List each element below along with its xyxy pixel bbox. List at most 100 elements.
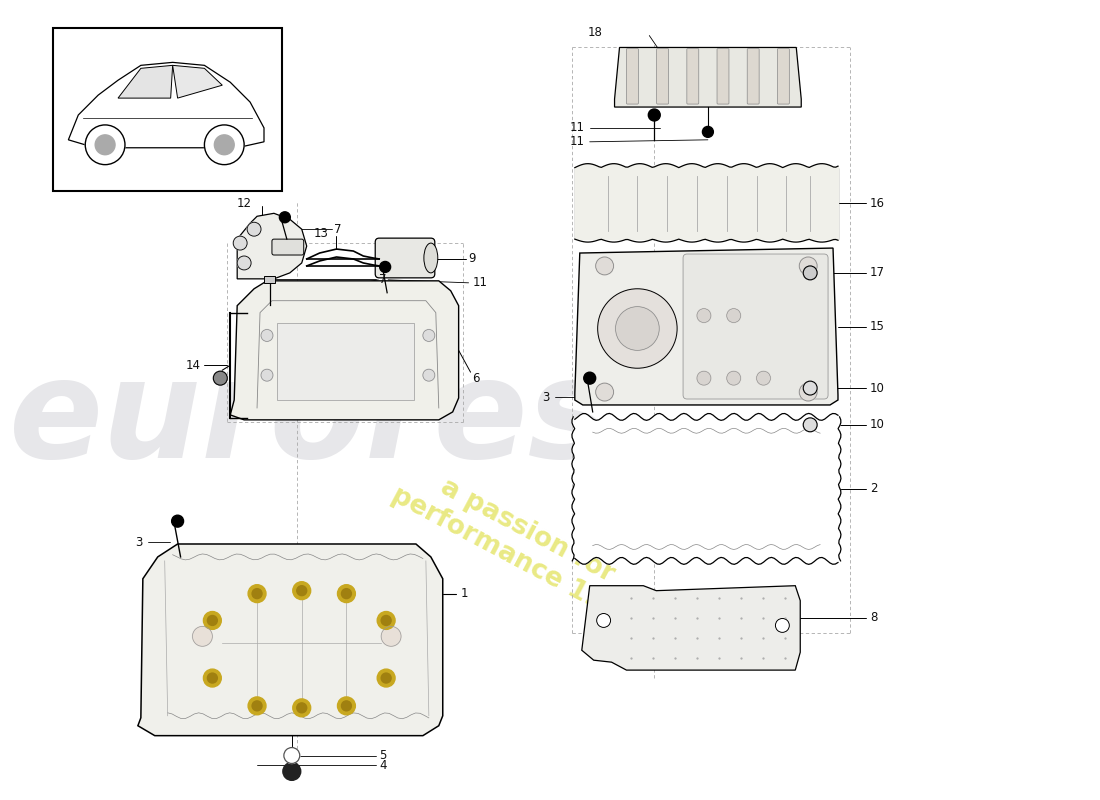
Polygon shape — [238, 214, 307, 279]
Polygon shape — [230, 281, 459, 420]
Circle shape — [597, 289, 678, 368]
Circle shape — [776, 618, 790, 632]
Text: eurores: eurores — [9, 352, 612, 487]
Circle shape — [382, 615, 392, 626]
FancyBboxPatch shape — [657, 49, 669, 104]
Circle shape — [261, 370, 273, 381]
Circle shape — [803, 381, 817, 395]
Circle shape — [596, 383, 614, 401]
Text: 14: 14 — [186, 358, 200, 372]
Text: 7: 7 — [379, 273, 387, 286]
Text: 16: 16 — [870, 197, 884, 210]
FancyBboxPatch shape — [747, 49, 759, 104]
Circle shape — [96, 135, 115, 154]
Circle shape — [800, 383, 817, 401]
FancyBboxPatch shape — [717, 49, 729, 104]
Circle shape — [204, 611, 221, 630]
Circle shape — [248, 222, 261, 236]
Circle shape — [297, 586, 307, 596]
Circle shape — [293, 582, 310, 600]
Text: 7: 7 — [333, 222, 341, 236]
Circle shape — [703, 126, 714, 138]
Circle shape — [422, 370, 435, 381]
Polygon shape — [138, 544, 442, 736]
Circle shape — [727, 371, 740, 385]
Text: 3: 3 — [135, 535, 143, 549]
Text: 15: 15 — [870, 320, 884, 333]
Circle shape — [284, 747, 299, 763]
Circle shape — [249, 697, 266, 714]
Circle shape — [205, 125, 244, 165]
Text: 13: 13 — [315, 226, 329, 240]
Circle shape — [214, 135, 234, 154]
FancyBboxPatch shape — [627, 49, 638, 104]
Circle shape — [204, 669, 221, 687]
Text: 11: 11 — [473, 276, 487, 290]
Circle shape — [616, 306, 659, 350]
Polygon shape — [575, 248, 838, 405]
Text: 11: 11 — [570, 122, 585, 134]
Text: 17: 17 — [870, 266, 884, 279]
Text: 9: 9 — [469, 253, 476, 266]
Text: 12: 12 — [236, 197, 252, 210]
Circle shape — [233, 236, 248, 250]
Circle shape — [341, 701, 351, 711]
Text: a passion for
performance 1985: a passion for performance 1985 — [387, 455, 653, 633]
Circle shape — [341, 589, 351, 598]
Polygon shape — [572, 414, 842, 564]
Ellipse shape — [424, 243, 438, 273]
Circle shape — [283, 762, 300, 780]
Polygon shape — [68, 62, 264, 148]
Polygon shape — [118, 66, 173, 98]
Text: 6: 6 — [473, 372, 480, 385]
Bar — [54, 28, 282, 191]
Circle shape — [697, 309, 711, 322]
Circle shape — [252, 701, 262, 711]
FancyBboxPatch shape — [686, 49, 698, 104]
Circle shape — [757, 371, 770, 385]
Polygon shape — [615, 47, 801, 107]
Circle shape — [208, 615, 218, 626]
Circle shape — [86, 125, 125, 165]
Circle shape — [279, 212, 290, 222]
Text: 2: 2 — [870, 482, 878, 495]
Circle shape — [172, 515, 184, 527]
FancyBboxPatch shape — [264, 276, 275, 283]
Circle shape — [803, 418, 817, 432]
Circle shape — [192, 626, 212, 646]
Circle shape — [379, 262, 390, 272]
Circle shape — [584, 372, 596, 384]
Text: 1: 1 — [461, 587, 469, 600]
Circle shape — [697, 371, 711, 385]
FancyBboxPatch shape — [683, 254, 828, 399]
FancyBboxPatch shape — [375, 238, 434, 278]
Circle shape — [382, 626, 402, 646]
Circle shape — [338, 585, 355, 602]
Circle shape — [596, 257, 614, 275]
Circle shape — [803, 266, 817, 280]
Polygon shape — [173, 66, 222, 98]
Circle shape — [648, 109, 660, 121]
Circle shape — [293, 699, 310, 717]
Bar — [277, 322, 414, 400]
Circle shape — [727, 309, 740, 322]
Polygon shape — [582, 586, 800, 670]
Circle shape — [377, 611, 395, 630]
Text: 11: 11 — [570, 135, 585, 148]
Text: 10: 10 — [870, 418, 884, 431]
Circle shape — [422, 330, 435, 342]
FancyBboxPatch shape — [272, 239, 304, 255]
Circle shape — [596, 614, 611, 627]
Circle shape — [208, 673, 218, 683]
Circle shape — [238, 256, 251, 270]
Circle shape — [261, 330, 273, 342]
Text: 5: 5 — [379, 749, 386, 762]
Circle shape — [213, 371, 228, 385]
Text: 8: 8 — [870, 611, 877, 625]
Circle shape — [338, 697, 355, 714]
Text: 4: 4 — [379, 759, 387, 772]
Circle shape — [297, 703, 307, 713]
Circle shape — [377, 669, 395, 687]
Text: 10: 10 — [870, 382, 884, 394]
Circle shape — [800, 257, 817, 275]
